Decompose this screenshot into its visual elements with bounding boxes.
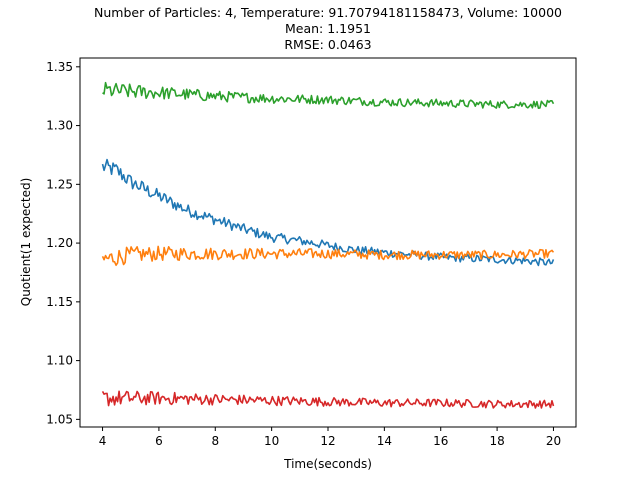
y-tick-label: 1.25 (46, 177, 73, 191)
y-axis-ticks: 1.05 1.10 1.15 1.20 1.25 1.30 1.35 (46, 60, 80, 426)
title-line-2: Mean: 1.1951 (285, 21, 371, 36)
y-tick-label: 1.10 (46, 354, 73, 368)
x-tick-label: 18 (489, 434, 504, 448)
title-line-3: RMSE: 0.0463 (284, 37, 371, 52)
y-tick-label: 1.05 (46, 412, 73, 426)
x-tick-label: 14 (377, 434, 392, 448)
x-tick-label: 20 (546, 434, 561, 448)
y-axis-label: Quotient(1 expected) (19, 178, 33, 307)
series-line-3 (102, 81, 555, 109)
x-tick-label: 4 (99, 434, 107, 448)
x-axis-label: Time(seconds) (283, 457, 372, 471)
y-tick-label: 1.20 (46, 236, 73, 250)
y-tick-label: 1.15 (46, 295, 73, 309)
y-tick-label: 1.35 (46, 60, 73, 74)
series-line-2 (101, 245, 555, 267)
x-tick-label: 16 (433, 434, 448, 448)
x-axis-ticks: 4 6 8 10 12 14 16 18 20 (99, 427, 561, 448)
chart-title: Number of Particles: 4, Temperature: 91.… (94, 5, 562, 52)
x-tick-label: 8 (211, 434, 219, 448)
title-line-1: Number of Particles: 4, Temperature: 91.… (94, 5, 562, 20)
series-line-1 (101, 158, 555, 267)
series-group (101, 81, 555, 409)
series-line-4 (101, 390, 555, 409)
x-tick-label: 10 (264, 434, 279, 448)
y-tick-label: 1.30 (46, 119, 73, 133)
x-tick-label: 6 (155, 434, 163, 448)
x-tick-label: 12 (320, 434, 335, 448)
